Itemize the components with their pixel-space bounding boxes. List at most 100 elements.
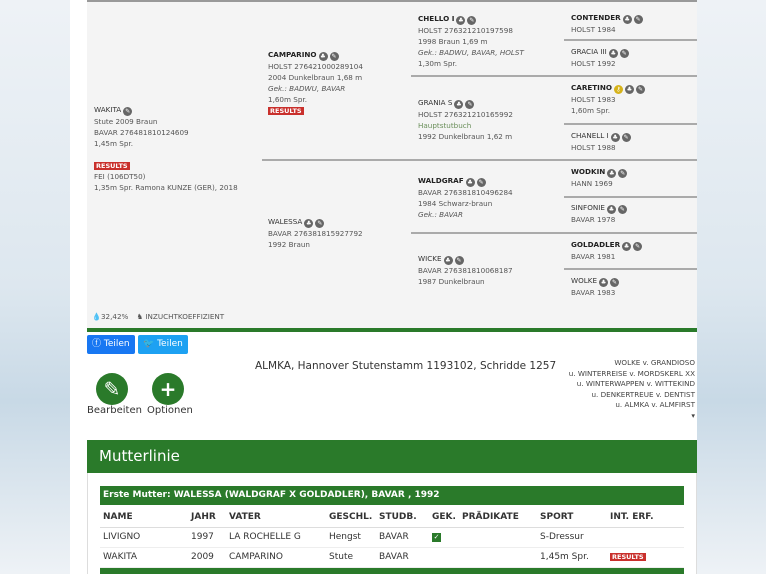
gen4-cell: SINFONIE ♣ ✎ BAVAR 1978 (571, 202, 627, 225)
pedigree-icon[interactable]: ♣ (624, 85, 634, 94)
pedigree-icon[interactable]: ♣ (608, 49, 618, 58)
column-header: SPORT (537, 507, 607, 528)
pedigree-icon[interactable]: ♣ (606, 205, 616, 214)
edit-icon[interactable]: ✎ (633, 242, 643, 251)
horse-icon: ♞ (136, 312, 144, 321)
twitter-label: Teilen (157, 339, 183, 349)
table-row[interactable]: WAKITA 2009 CAMPARINO Stute BAVAR 1,45m Spr. R… (100, 547, 684, 568)
options-label[interactable]: Optionen (147, 405, 193, 416)
edit-icon[interactable]: ✎ (617, 205, 627, 214)
gen4-info: HOLST 1992 (571, 59, 616, 68)
column-header: GEK. (429, 507, 459, 528)
name-cell[interactable]: WAKITA (100, 547, 188, 568)
fei-result: 1,35m Spr. Ramona KUNZE (GER), 2018 (94, 183, 238, 192)
divider (564, 196, 697, 198)
gen4-name[interactable]: WOLKE (571, 276, 598, 285)
column-header: JAHR (188, 507, 226, 528)
pedigree-icon[interactable]: ♣ (318, 52, 328, 61)
dam-line: WOLKE v. GRANDIOSO u. WINTERREISE v. MOR… (569, 358, 695, 421)
gen4-name[interactable]: SINFONIE (571, 203, 605, 212)
pedigree-icon[interactable]: ♣ (622, 15, 632, 24)
sire-cell[interactable]: CAMPARINO (226, 547, 326, 568)
ds-cell: WALDGRAF ♣ ✎ BAVAR 276381810496284 1984 Sc… (418, 175, 513, 220)
pedigree-icon[interactable]: ♣ (610, 133, 620, 142)
horse-cell: WAKITA ✎ Stute 2009 Braun BAVAR 276481810… (94, 104, 238, 193)
pedigree-icon[interactable]: ♣ (443, 256, 453, 265)
edit-button[interactable]: ✎ (96, 373, 128, 405)
results-badge[interactable]: RESULTS (268, 107, 304, 115)
pedigree-chart: WAKITA ✎ Stute 2009 Braun BAVAR 276481810… (87, 0, 697, 328)
sd-name[interactable]: GRANIA S (418, 98, 453, 107)
inbreeding-label[interactable]: INZUCHTKOEFFIZIENT (145, 312, 225, 321)
divider (564, 39, 697, 41)
edit-icon[interactable]: ✎ (467, 16, 477, 25)
divider (564, 268, 697, 270)
page: WAKITA ✎ Stute 2009 Braun BAVAR 276481810… (70, 0, 697, 574)
sire-cell[interactable]: LA ROCHELLE G (226, 527, 326, 548)
gen4-name[interactable]: CONTENDER (571, 13, 621, 22)
ds-name[interactable]: WALDGRAF (418, 176, 464, 185)
gen4-cell: GOLDADLER ♣ ✎ BAVAR 1981 (571, 239, 643, 262)
pedigree-icon[interactable]: ♣ (465, 178, 475, 187)
edit-icon[interactable]: ✎ (123, 107, 133, 116)
divider (411, 75, 697, 77)
gen4-cell: WODKIN ♣ ✎ HANN 1969 (571, 166, 628, 189)
gen4-name[interactable]: GOLDADLER (571, 240, 621, 249)
pedigree-icon[interactable]: ♣ (454, 100, 464, 109)
pedigree-icon[interactable]: ♣ (304, 219, 314, 228)
sex-cell: Hengst (326, 527, 376, 548)
gen4-info: BAVAR 1981 (571, 252, 616, 261)
horse-name[interactable]: WAKITA (94, 105, 122, 114)
ss-name[interactable]: CHELLO I (418, 14, 455, 23)
sire-name[interactable]: CAMPARINO (268, 50, 317, 59)
sd-cell: GRANIA S ♣ ✎ HOLST 276321210165992 Hauptst… (418, 97, 513, 142)
next-section-bar (100, 568, 684, 574)
edit-icon[interactable]: ✎ (635, 85, 645, 94)
gen4-name[interactable]: CHANELL I (571, 131, 609, 140)
gen4-name[interactable]: CARETINO (571, 83, 612, 92)
edit-icon[interactable]: ✎ (618, 169, 628, 178)
dam-name[interactable]: WALESSA (268, 217, 303, 226)
name-cell[interactable]: LIVIGNO (100, 527, 188, 548)
pedigree-icon[interactable]: ♣ (599, 278, 609, 287)
dd-info: 1987 Dunkelbraun (418, 277, 485, 286)
edit-icon[interactable]: ✎ (633, 15, 643, 24)
int-cell (607, 527, 684, 548)
edit-icon[interactable]: ✎ (329, 52, 339, 61)
divider (564, 123, 697, 125)
ss-sport: 1,30m Spr. (418, 59, 457, 68)
edit-icon[interactable]: ✎ (454, 256, 464, 265)
column-header: NAME (100, 507, 188, 528)
plus-icon: + (159, 377, 177, 401)
dam-info: 1992 Braun (268, 240, 310, 249)
edit-icon[interactable]: ✎ (465, 100, 475, 109)
edit-icon[interactable]: ✎ (315, 219, 325, 228)
twitter-share-button[interactable]: 🐦 Teilen (138, 335, 188, 354)
gen4-cell: CONTENDER ♣ ✎ HOLST 1984 (571, 12, 643, 35)
results-badge[interactable]: RESULTS (610, 553, 646, 561)
edit-icon[interactable]: ✎ (476, 178, 486, 187)
dd-name[interactable]: WICKE (418, 254, 442, 263)
sire-gek: Gek.: BADWU, BAVAR (268, 84, 346, 93)
column-header: GESCHL. (326, 507, 376, 528)
pedigree-icon[interactable]: ♣ (456, 16, 466, 25)
facebook-icon: ⓕ (92, 339, 102, 349)
edit-label[interactable]: Bearbeiten (87, 405, 142, 416)
table-row[interactable]: LIVIGNO 1997 LA ROCHELLE G Hengst BAVAR ✓ S-Dr… (100, 527, 684, 548)
gen4-name[interactable]: GRACIA III (571, 47, 607, 56)
dam-line-item: u. WINTERWAPPEN v. WITTEKIND (576, 379, 695, 388)
caret-down-icon[interactable]: ▾ (691, 410, 695, 420)
options-button[interactable]: + (152, 373, 184, 405)
facebook-share-button[interactable]: ⓕ Teilen (87, 335, 135, 354)
key-icon[interactable]: ⚷ (613, 85, 623, 94)
gen4-name[interactable]: WODKIN (571, 167, 606, 176)
gen4-cell: WOLKE ♣ ✎ BAVAR 1983 (571, 275, 620, 298)
edit-icon[interactable]: ✎ (621, 133, 631, 142)
edit-icon[interactable]: ✎ (619, 49, 629, 58)
sd-studbook: Hauptstutbuch (418, 121, 472, 130)
results-badge[interactable]: RESULTS (94, 162, 130, 170)
year-cell: 2009 (188, 547, 226, 568)
pedigree-icon[interactable]: ♣ (622, 242, 632, 251)
edit-icon[interactable]: ✎ (610, 278, 620, 287)
pedigree-icon[interactable]: ♣ (607, 169, 617, 178)
